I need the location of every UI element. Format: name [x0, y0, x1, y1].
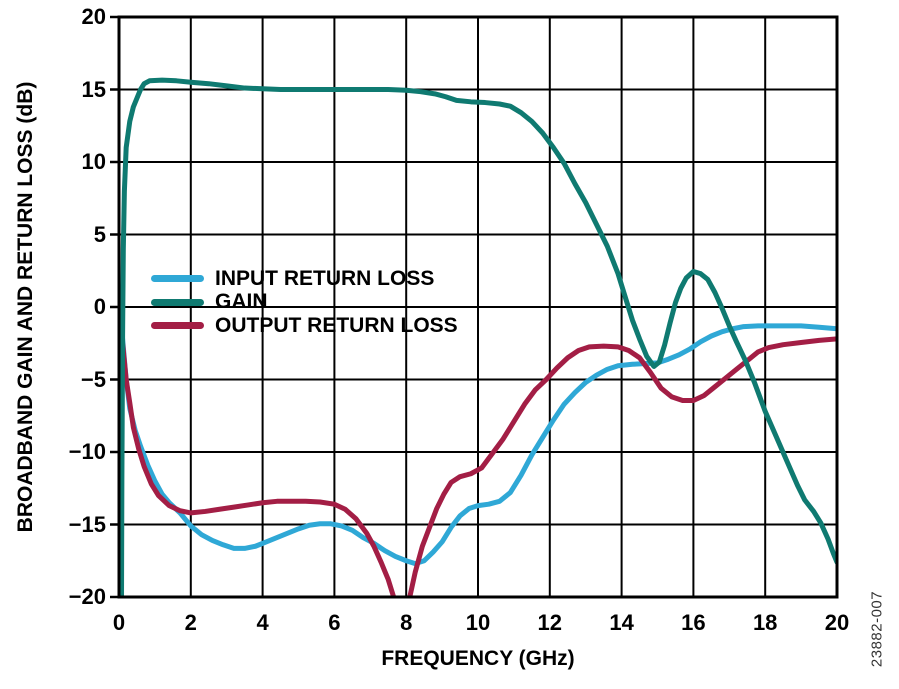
y-axis-title: BROADBAND GAIN AND RETURN LOSS (dB)	[14, 81, 37, 533]
x-tick-label: 14	[609, 610, 634, 635]
y-tick-label: −5	[80, 366, 106, 392]
y-tick-label: 20	[81, 4, 106, 29]
x-tick-label: 8	[400, 610, 413, 635]
y-tick-label: −20	[68, 584, 106, 609]
legend-label-input-return-loss: INPUT RETURN LOSS	[215, 266, 435, 290]
y-tick-label: 10	[81, 149, 106, 174]
x-tick-label: 10	[465, 610, 491, 635]
x-tick-label: 20	[824, 610, 850, 635]
legend-item-gain: GAIN	[151, 290, 458, 315]
legend-label-output-return-loss: OUTPUT RETURN LOSS	[215, 313, 458, 337]
legend-label-gain: GAIN	[215, 290, 268, 314]
legend-item-output-return-loss: OUTPUT RETURN LOSS	[151, 314, 458, 338]
x-tick-label: 16	[681, 610, 706, 635]
y-tick-label: −10	[68, 439, 106, 464]
y-tick-label: 5	[93, 221, 106, 247]
curve-input-return-loss	[119, 308, 837, 567]
legend: INPUT RETURN LOSS GAIN OUTPUT RETURN LOS…	[151, 267, 458, 338]
y-tick-label: 0	[93, 294, 106, 319]
x-tick-label: 4	[256, 610, 269, 635]
x-tick-label: 2	[184, 610, 197, 635]
legend-item-input-return-loss: INPUT RETURN LOSS	[151, 267, 458, 291]
figure-number: 23882-007	[868, 590, 886, 668]
y-tick-label: −15	[68, 511, 106, 537]
x-axis-title: FREQUENCY (GHz)	[381, 647, 575, 670]
curve-output-return-loss	[119, 307, 837, 597]
input-return-loss-swatch-icon	[151, 275, 204, 283]
x-tick-label: 6	[328, 610, 341, 635]
output-return-loss-swatch-icon	[151, 322, 204, 330]
y-tick-label: 15	[81, 76, 106, 102]
x-tick-label: 0	[112, 610, 126, 635]
x-tick-label: 18	[752, 610, 778, 635]
gain-swatch-icon	[151, 298, 204, 306]
curve-gain	[119, 77, 837, 597]
x-tick-label: 12	[537, 610, 563, 635]
plot-border	[117, 15, 839, 599]
